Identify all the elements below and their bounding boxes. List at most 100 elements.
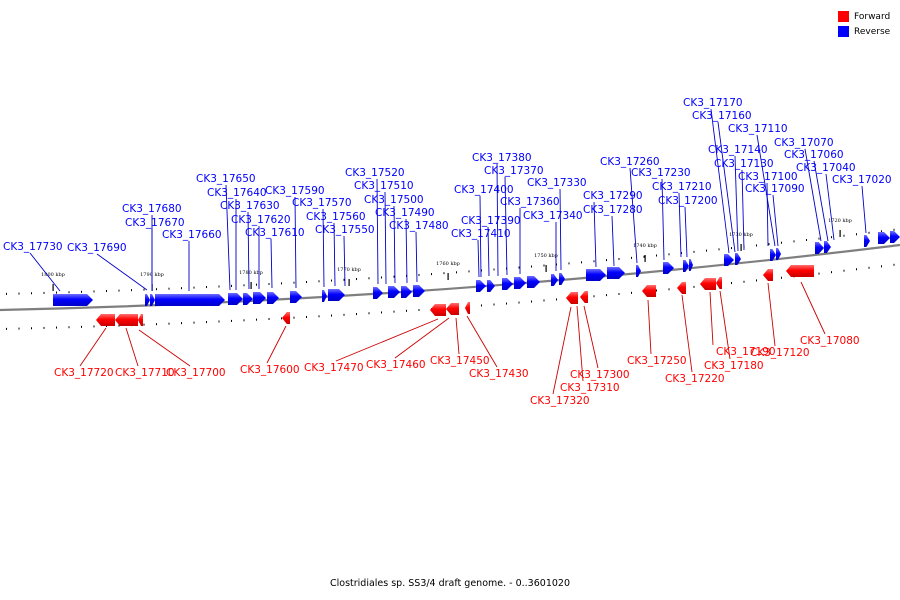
gene-label-ck3-17450: CK3_17450	[430, 355, 490, 367]
tick-mark	[531, 265, 532, 268]
reverse-gene-arrow	[724, 254, 734, 266]
reverse-gene-arrow	[586, 269, 606, 281]
tick-mark	[81, 290, 82, 293]
forward-gene-arrow	[716, 277, 722, 289]
tick-mark	[481, 304, 482, 307]
tick-mark	[406, 309, 407, 312]
forward-gene-arrow	[677, 282, 686, 294]
tick-mark	[156, 288, 157, 291]
tick-mark	[268, 318, 270, 321]
reverse-gene-arrow	[502, 278, 513, 290]
forward-gene-arrow	[786, 265, 814, 277]
gene-label-ck3-17620: CK3_17620	[231, 214, 291, 226]
forward-swatch	[838, 11, 849, 22]
tick-mark	[56, 326, 57, 329]
gene-label-ck3-17210: CK3_17210	[652, 181, 712, 193]
tick-mark	[356, 313, 357, 316]
forward-gene-arrow	[642, 285, 656, 297]
reverse-gene-arrow	[150, 294, 155, 306]
gene-label-ck3-17550: CK3_17550	[315, 224, 375, 236]
tick-mark	[793, 240, 795, 243]
tick-mark	[306, 280, 307, 283]
tick-mark	[881, 230, 882, 233]
gene-label-ck3-17370: CK3_17370	[484, 165, 544, 177]
gene-label-ck3-17170: CK3_17170	[683, 97, 743, 109]
scale-tick	[644, 255, 646, 262]
tick-mark	[893, 228, 895, 231]
tick-mark	[856, 233, 857, 236]
reverse-gene-arrow	[735, 253, 741, 265]
tick-mark	[218, 285, 220, 288]
reverse-gene-arrow	[476, 280, 486, 292]
tick-mark	[218, 320, 220, 323]
reverse-leader-line	[678, 192, 682, 258]
forward-gene-arrow	[763, 269, 773, 281]
forward-leader-line	[767, 282, 776, 347]
tick-mark	[581, 261, 582, 264]
tick-mark	[331, 314, 332, 317]
tick-mark	[493, 268, 495, 271]
gene-label-ck3-17020: CK3_17020	[832, 174, 892, 186]
scale-tick	[740, 244, 742, 251]
gene-label-ck3-17510: CK3_17510	[354, 180, 414, 192]
tick-mark	[281, 282, 282, 285]
gene-label-ck3-17100: CK3_17100	[738, 171, 798, 183]
reverse-leader-line	[294, 196, 297, 289]
tick-mark	[131, 289, 132, 292]
scale-label: 1780 kbp	[239, 270, 263, 276]
tick-mark	[343, 313, 345, 316]
reverse-leader-line	[504, 176, 508, 276]
gene-label-ck3-17310: CK3_17310	[560, 382, 620, 394]
tick-mark	[606, 259, 607, 262]
forward-gene-arrow	[446, 303, 459, 315]
tick-mark	[93, 325, 95, 328]
tick-mark	[606, 294, 607, 297]
tick-mark	[868, 231, 870, 234]
gene-label-ck3-17040: CK3_17040	[796, 162, 856, 174]
reverse-leader-line	[684, 206, 688, 258]
reverse-leader-line	[804, 148, 822, 242]
reverse-gene-arrow	[487, 280, 495, 292]
tick-mark	[481, 269, 482, 272]
tick-mark	[781, 276, 782, 279]
reverse-leader-line	[384, 191, 387, 285]
forward-leader-line	[455, 317, 460, 355]
gene-label-ck3-17200: CK3_17200	[658, 195, 718, 207]
gene-label-ck3-17630: CK3_17630	[220, 200, 280, 212]
reverse-gene-arrow	[290, 291, 302, 303]
gene-label-ck3-17600: CK3_17600	[240, 364, 300, 376]
scale-label: 1800 kbp	[41, 272, 65, 278]
tick-mark	[68, 326, 70, 329]
tick-mark	[43, 326, 45, 329]
forward-leader-line	[335, 318, 439, 362]
forward-gene-arrow	[700, 278, 716, 290]
reverse-gene-arrow	[401, 286, 412, 298]
reverse-gene-arrow	[328, 289, 345, 301]
reverse-leader-line	[247, 211, 250, 290]
gene-label-ck3-17180: CK3_17180	[704, 360, 764, 372]
gene-label-ck3-17560: CK3_17560	[306, 211, 366, 223]
gene-label-ck3-17130: CK3_17130	[714, 158, 774, 170]
tick-mark	[193, 286, 195, 289]
gene-label-ck3-17640: CK3_17640	[207, 187, 267, 199]
tick-mark	[831, 236, 832, 239]
gene-label-ck3-17330: CK3_17330	[527, 177, 587, 189]
gene-label-ck3-17290: CK3_17290	[583, 190, 643, 202]
tick-mark	[893, 263, 895, 266]
reverse-leader-line	[861, 185, 867, 234]
reverse-gene-arrow	[388, 286, 400, 298]
reverse-gene-arrow	[373, 287, 383, 299]
tick-mark	[268, 283, 270, 286]
reverse-gene-arrow	[155, 294, 225, 306]
tick-mark	[531, 300, 532, 303]
tick-mark	[143, 288, 145, 291]
gene-label-ck3-17320: CK3_17320	[530, 395, 590, 407]
forward-gene-arrow	[282, 312, 290, 324]
gene-label-ck3-17490: CK3_17490	[375, 207, 435, 219]
forward-leader-line	[647, 299, 652, 355]
gene-label-ck3-17700: CK3_17700	[166, 367, 226, 379]
gene-label-ck3-17480: CK3_17480	[389, 220, 449, 232]
tick-mark	[556, 263, 557, 266]
tick-mark	[718, 248, 720, 251]
reverse-leader-line	[376, 178, 379, 285]
